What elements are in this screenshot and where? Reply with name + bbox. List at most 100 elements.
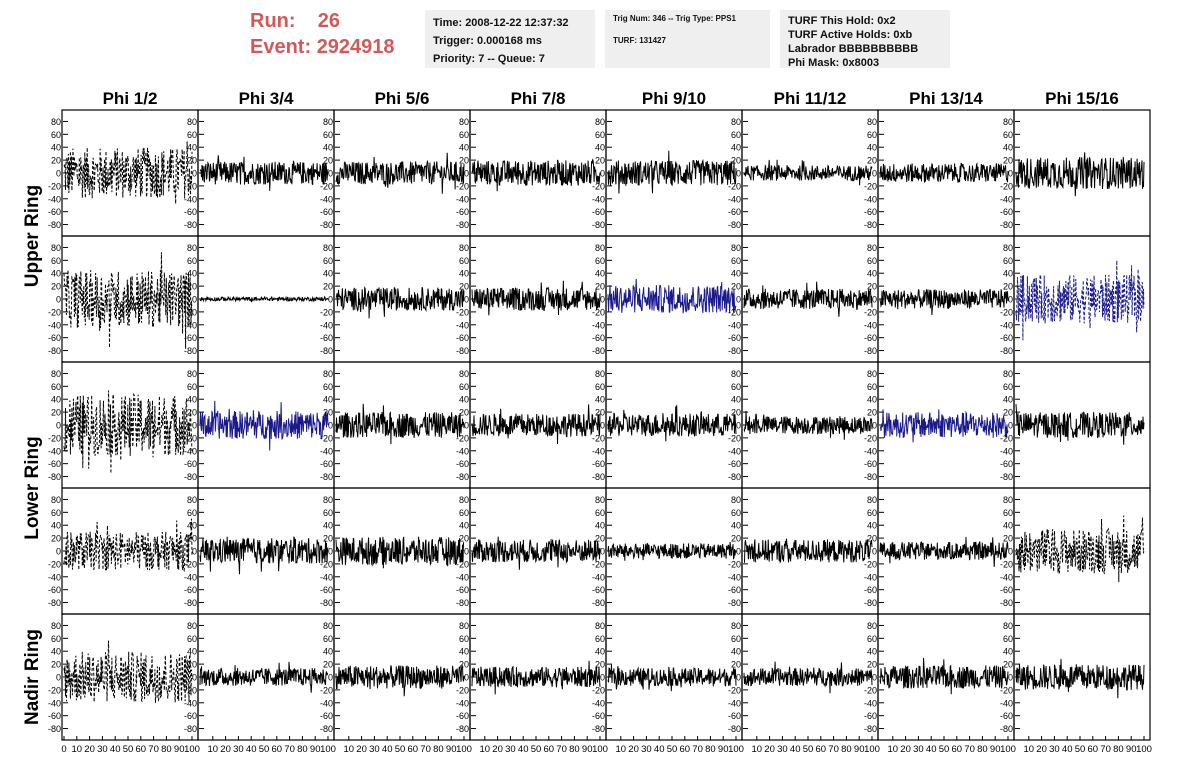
x-tick-label: 60 <box>816 744 827 755</box>
x-tick-label: 40 <box>246 744 257 755</box>
y-tick-label: 80 <box>867 243 877 253</box>
waveform-trace <box>879 162 1009 183</box>
y-tick-label: -40 <box>728 572 741 582</box>
y-tick-label: 80 <box>731 369 741 379</box>
y-tick-label: 0 <box>600 421 605 431</box>
waveform-trace <box>1015 404 1145 445</box>
y-tick-label: 80 <box>51 621 61 631</box>
x-tick-label: 100 <box>728 744 744 755</box>
y-tick-label: 60 <box>1003 256 1013 266</box>
y-tick-label: -40 <box>184 698 197 708</box>
y-tick-label: 80 <box>187 243 197 253</box>
y-tick-label: 80 <box>1003 621 1013 631</box>
y-tick-label: 20 <box>867 282 877 292</box>
waveform-trace <box>199 536 329 575</box>
y-tick-label: -60 <box>184 711 197 721</box>
y-tick-label: -60 <box>456 207 469 217</box>
y-tick-label: 40 <box>731 521 741 531</box>
waveform-trace <box>335 665 465 697</box>
y-tick-label: -60 <box>1000 207 1013 217</box>
y-tick-label: 40 <box>323 647 333 657</box>
y-tick-label: -60 <box>184 585 197 595</box>
x-tick-label: 20 <box>628 744 639 755</box>
run-line: Run: 26 <box>250 8 395 34</box>
y-tick-label: -80 <box>48 724 61 734</box>
y-tick-label: 0 <box>872 673 877 683</box>
y-tick-label: 40 <box>867 395 877 405</box>
y-tick-label: 40 <box>595 521 605 531</box>
y-tick-label: -40 <box>864 572 877 582</box>
y-tick-label: 0 <box>192 673 197 683</box>
run-event-box: Run: 26 Event: 2924918 <box>250 8 395 60</box>
x-tick-label: 20 <box>900 744 911 755</box>
waveform-trace <box>879 657 1009 695</box>
y-tick-label: 20 <box>459 282 469 292</box>
y-tick-label: -40 <box>184 194 197 204</box>
y-tick-label: -60 <box>1000 711 1013 721</box>
y-tick-label: 40 <box>1003 521 1013 531</box>
y-tick-label: -60 <box>320 207 333 217</box>
y-tick-label: -80 <box>48 598 61 608</box>
y-tick-label: -80 <box>48 220 61 230</box>
y-tick-label: -80 <box>48 472 61 482</box>
x-tick-label: 100 <box>184 744 200 755</box>
column-header: Phi 7/8 <box>511 89 566 108</box>
waveform-trace <box>471 280 601 316</box>
y-tick-label: -80 <box>48 346 61 356</box>
y-tick-label: -40 <box>456 320 469 330</box>
y-tick-label: -40 <box>864 698 877 708</box>
y-tick-label: -80 <box>592 598 605 608</box>
y-tick-label: 20 <box>51 408 61 418</box>
y-tick-label: 40 <box>731 395 741 405</box>
y-tick-label: 0 <box>872 547 877 557</box>
y-tick-label: -40 <box>48 572 61 582</box>
y-tick-label: 60 <box>459 634 469 644</box>
y-tick-label: 0 <box>56 547 61 557</box>
y-tick-label: 60 <box>51 256 61 266</box>
y-tick-label: 20 <box>595 534 605 544</box>
y-tick-label: 20 <box>51 282 61 292</box>
waveform-trace <box>471 536 601 570</box>
y-tick-label: 40 <box>51 647 61 657</box>
y-tick-label: 60 <box>459 256 469 266</box>
y-tick-label: -40 <box>320 698 333 708</box>
y-tick-label: 60 <box>323 634 333 644</box>
x-tick-label: 100 <box>456 744 472 755</box>
y-tick-label: -20 <box>456 307 469 317</box>
waveform-trace <box>1015 260 1145 341</box>
y-tick-label: 80 <box>1003 369 1013 379</box>
y-tick-label: 80 <box>187 621 197 631</box>
x-tick-label: 40 <box>654 744 665 755</box>
y-tick-label: -60 <box>184 333 197 343</box>
y-tick-label: 20 <box>731 156 741 166</box>
y-tick-label: -20 <box>592 307 605 317</box>
y-tick-label: 80 <box>1003 495 1013 505</box>
x-tick-label: 100 <box>864 744 880 755</box>
y-tick-label: 40 <box>51 269 61 279</box>
y-tick-label: -60 <box>320 711 333 721</box>
x-tick-label: 30 <box>233 744 244 755</box>
turf-active-text: TURF Active Holds: 0xb <box>788 29 913 41</box>
run-label: Run: <box>250 10 296 32</box>
y-tick-label: 40 <box>51 143 61 153</box>
y-tick-label: 80 <box>595 369 605 379</box>
y-tick-label: -80 <box>728 472 741 482</box>
y-tick-label: -40 <box>1000 446 1013 456</box>
y-tick-label: 80 <box>1003 243 1013 253</box>
y-tick-label: 20 <box>187 408 197 418</box>
y-tick-label: -40 <box>456 446 469 456</box>
y-tick-label: 40 <box>1003 143 1013 153</box>
y-tick-label: 40 <box>731 143 741 153</box>
waveform-trace <box>63 390 193 474</box>
y-tick-label: 0 <box>192 169 197 179</box>
y-tick-label: -60 <box>864 207 877 217</box>
y-tick-label: -20 <box>1000 559 1013 569</box>
y-tick-label: -40 <box>864 194 877 204</box>
y-tick-label: -60 <box>48 459 61 469</box>
y-tick-label: 0 <box>56 673 61 683</box>
y-tick-label: 80 <box>867 495 877 505</box>
x-tick-label: 30 <box>1049 744 1060 755</box>
y-tick-label: 80 <box>867 117 877 127</box>
y-tick-label: -60 <box>1000 459 1013 469</box>
waveform-trace <box>335 152 465 194</box>
